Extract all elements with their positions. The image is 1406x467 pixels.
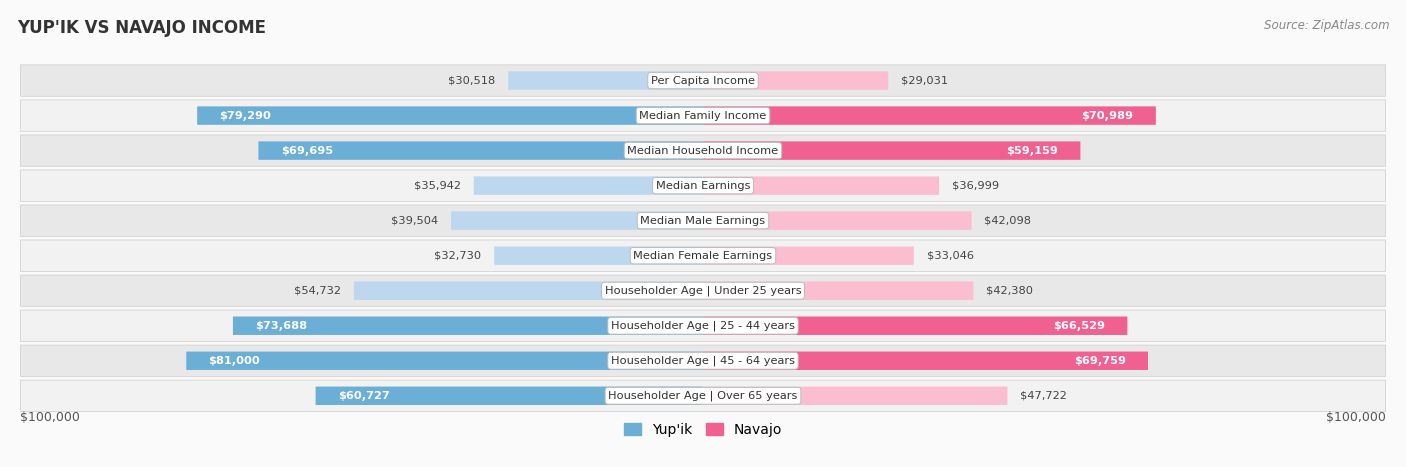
Text: $29,031: $29,031 [901,76,948,85]
Text: Median Female Earnings: Median Female Earnings [634,251,772,261]
Text: Householder Age | 45 - 64 years: Householder Age | 45 - 64 years [612,355,794,366]
FancyBboxPatch shape [21,205,1385,236]
FancyBboxPatch shape [21,345,1385,376]
FancyBboxPatch shape [21,65,1385,96]
FancyBboxPatch shape [21,135,1385,166]
Text: Householder Age | Over 65 years: Householder Age | Over 65 years [609,390,797,401]
FancyBboxPatch shape [354,282,703,300]
FancyBboxPatch shape [21,275,1385,306]
Text: $100,000: $100,000 [21,411,80,424]
Text: $39,504: $39,504 [391,216,439,226]
FancyBboxPatch shape [495,247,703,265]
Text: Source: ZipAtlas.com: Source: ZipAtlas.com [1264,19,1389,32]
FancyBboxPatch shape [703,177,939,195]
Text: Median Earnings: Median Earnings [655,181,751,191]
FancyBboxPatch shape [703,247,914,265]
FancyBboxPatch shape [197,106,703,125]
FancyBboxPatch shape [186,352,703,370]
FancyBboxPatch shape [21,240,1385,271]
Text: Median Household Income: Median Household Income [627,146,779,156]
FancyBboxPatch shape [703,282,973,300]
FancyBboxPatch shape [21,380,1385,411]
Text: $66,529: $66,529 [1053,321,1105,331]
FancyBboxPatch shape [703,142,1080,160]
FancyBboxPatch shape [703,71,889,90]
FancyBboxPatch shape [703,352,1147,370]
Text: $69,759: $69,759 [1074,356,1126,366]
FancyBboxPatch shape [474,177,703,195]
Text: $81,000: $81,000 [208,356,260,366]
Text: $69,695: $69,695 [281,146,333,156]
Text: $100,000: $100,000 [1326,411,1385,424]
FancyBboxPatch shape [703,317,1128,335]
FancyBboxPatch shape [703,212,972,230]
Text: Median Male Earnings: Median Male Earnings [641,216,765,226]
Text: $36,999: $36,999 [952,181,998,191]
FancyBboxPatch shape [703,106,1156,125]
FancyBboxPatch shape [21,310,1385,341]
FancyBboxPatch shape [315,387,703,405]
FancyBboxPatch shape [509,71,703,90]
Text: $70,989: $70,989 [1081,111,1133,120]
FancyBboxPatch shape [259,142,703,160]
Text: $60,727: $60,727 [337,391,389,401]
Text: $33,046: $33,046 [927,251,973,261]
Text: $54,732: $54,732 [294,286,342,296]
Text: $42,380: $42,380 [986,286,1033,296]
Text: $42,098: $42,098 [984,216,1032,226]
FancyBboxPatch shape [21,100,1385,131]
Text: Median Family Income: Median Family Income [640,111,766,120]
FancyBboxPatch shape [21,170,1385,201]
FancyBboxPatch shape [233,317,703,335]
Text: $30,518: $30,518 [449,76,495,85]
FancyBboxPatch shape [703,387,1008,405]
Text: Per Capita Income: Per Capita Income [651,76,755,85]
Text: $35,942: $35,942 [413,181,461,191]
Text: Householder Age | 25 - 44 years: Householder Age | 25 - 44 years [612,320,794,331]
Legend: Yup'ik, Navajo: Yup'ik, Navajo [619,417,787,443]
Text: $47,722: $47,722 [1021,391,1067,401]
Text: $59,159: $59,159 [1007,146,1059,156]
Text: YUP'IK VS NAVAJO INCOME: YUP'IK VS NAVAJO INCOME [17,19,266,37]
Text: $79,290: $79,290 [219,111,271,120]
FancyBboxPatch shape [451,212,703,230]
Text: $73,688: $73,688 [256,321,308,331]
Text: Householder Age | Under 25 years: Householder Age | Under 25 years [605,285,801,296]
Text: $32,730: $32,730 [434,251,481,261]
